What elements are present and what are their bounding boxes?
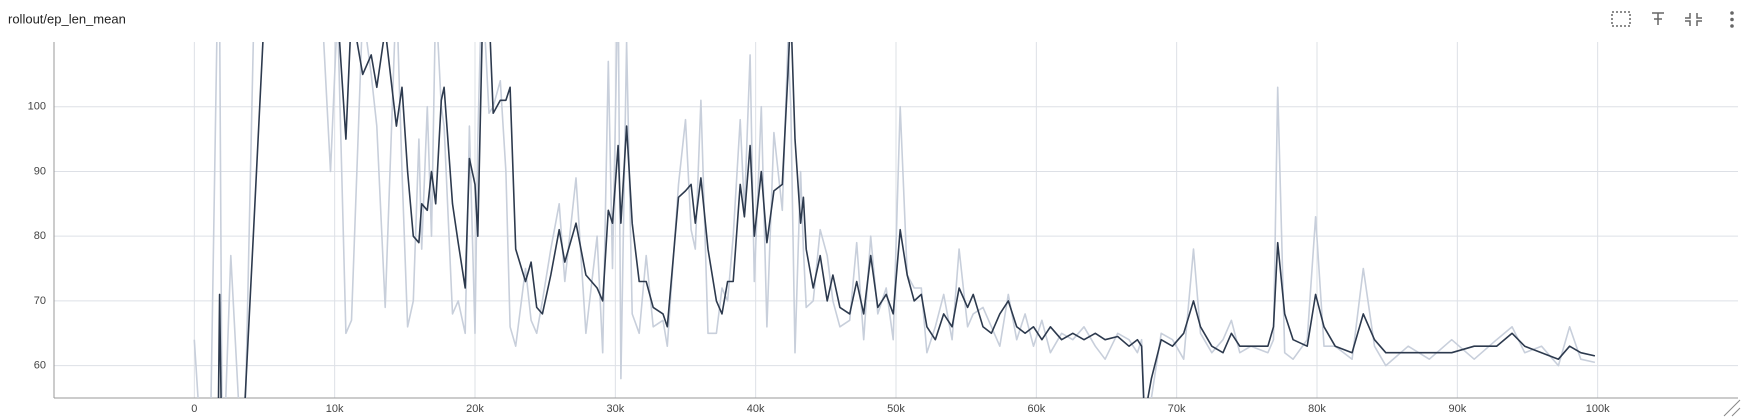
- x-tick-label: 30k: [606, 403, 624, 415]
- y-tick-label: 60: [34, 360, 46, 372]
- chart-title: rollout/ep_len_mean: [8, 11, 126, 26]
- fit-domain-button[interactable]: [1611, 11, 1631, 27]
- x-tick-label: 80k: [1308, 403, 1326, 415]
- x-tick-label: 10k: [326, 403, 344, 415]
- x-tick-label: 90k: [1448, 403, 1466, 415]
- plot-area: [193, 42, 1596, 398]
- x-tick-label: 50k: [887, 403, 905, 415]
- x-tick-label: 0: [191, 403, 197, 415]
- x-tick-label: 40k: [747, 403, 765, 415]
- y-tick-label: 70: [34, 295, 46, 307]
- more-menu-button[interactable]: [1730, 11, 1734, 28]
- resize-handle: [1723, 399, 1741, 417]
- collapse-button[interactable]: [1685, 13, 1702, 26]
- y-tick-label: 80: [34, 230, 46, 242]
- toolbar: [1611, 11, 1734, 28]
- y-tick-label: 100: [28, 101, 46, 113]
- series-line: [193, 42, 1596, 398]
- x-tick-label: 70k: [1168, 403, 1186, 415]
- pin-button[interactable]: [1652, 12, 1664, 25]
- x-tick-label: 20k: [466, 403, 484, 415]
- y-tick-label: 90: [34, 165, 46, 177]
- series-line: [217, 42, 1596, 398]
- x-tick-label: 100k: [1586, 403, 1610, 415]
- x-tick-label: 60k: [1027, 403, 1045, 415]
